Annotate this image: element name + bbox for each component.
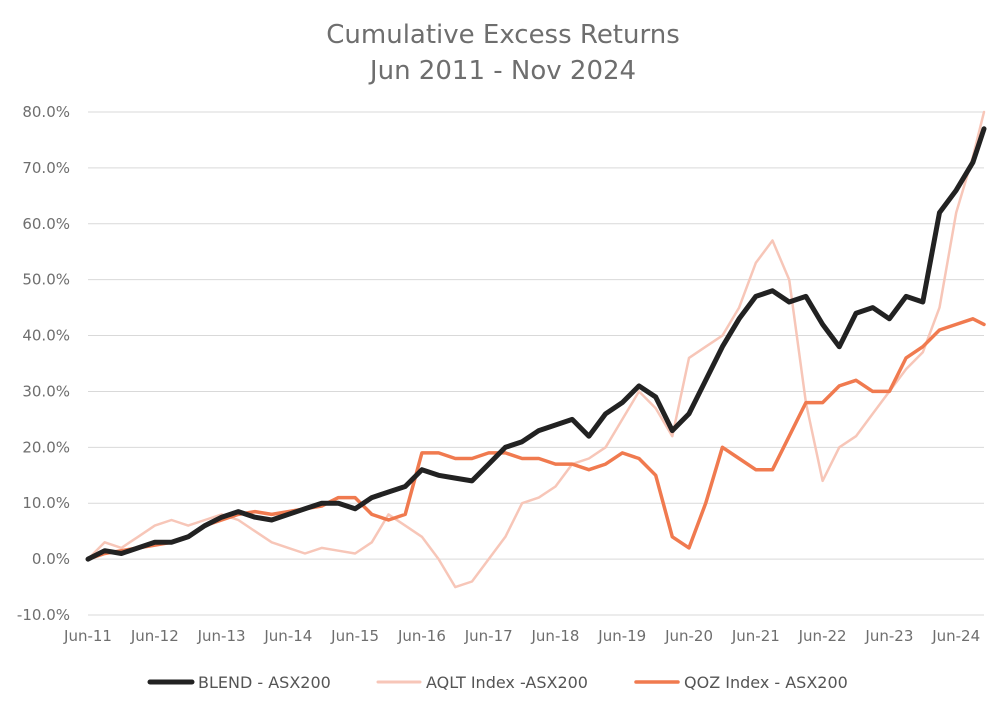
legend-label: AQLT Index -ASX200 — [426, 673, 588, 692]
y-tick-label: -10.0% — [17, 606, 70, 624]
x-axis-ticks: Jun-11 Jun-12 Jun-13 Jun-14 Jun-15 Jun-16 Jun-… — [63, 627, 980, 645]
series-line-1 — [86, 110, 986, 589]
y-tick-label: 20.0% — [22, 438, 70, 456]
y-tick-label: 80.0% — [22, 103, 70, 121]
y-tick-label: 50.0% — [22, 271, 70, 289]
x-tick-label: Jun-11 — [63, 627, 112, 645]
chart-subtitle: Jun 2011 - Nov 2024 — [368, 56, 636, 86]
series-lines — [85, 110, 987, 589]
y-tick-label: 70.0% — [22, 159, 70, 177]
x-tick-label: Jun-19 — [597, 627, 646, 645]
x-tick-label: Jun-16 — [397, 627, 446, 645]
chart-title: Cumulative Excess Returns — [326, 20, 680, 50]
y-axis-ticks: 80.0% 70.0% 60.0% 50.0% 40.0% 30.0% 20.0% 10.0%… — [17, 103, 70, 624]
legend: BLEND - ASX200 AQLT Index -ASX200 QOZ Inde… — [147, 673, 848, 692]
x-tick-label: Jun-21 — [731, 627, 780, 645]
x-tick-label: Jun-17 — [464, 627, 513, 645]
series-line-0 — [85, 126, 987, 562]
x-tick-label: Jun-20 — [664, 627, 713, 645]
x-tick-label: Jun-18 — [531, 627, 580, 645]
y-tick-label: 0.0% — [32, 550, 70, 568]
x-tick-label: Jun-13 — [197, 627, 246, 645]
legend-label: QOZ Index - ASX200 — [684, 673, 848, 692]
x-tick-label: Jun-24 — [931, 627, 980, 645]
series-line-2 — [86, 317, 986, 561]
y-tick-label: 60.0% — [22, 215, 70, 233]
gridlines — [88, 111, 984, 616]
legend-label: BLEND - ASX200 — [198, 673, 331, 692]
y-tick-label: 10.0% — [22, 494, 70, 512]
x-tick-label: Jun-12 — [130, 627, 179, 645]
x-tick-label: Jun-23 — [864, 627, 913, 645]
y-tick-label: 30.0% — [22, 382, 70, 400]
x-tick-label: Jun-15 — [330, 627, 379, 645]
x-tick-label: Jun-14 — [263, 627, 312, 645]
x-tick-label: Jun-22 — [798, 627, 847, 645]
y-tick-label: 40.0% — [22, 327, 70, 345]
